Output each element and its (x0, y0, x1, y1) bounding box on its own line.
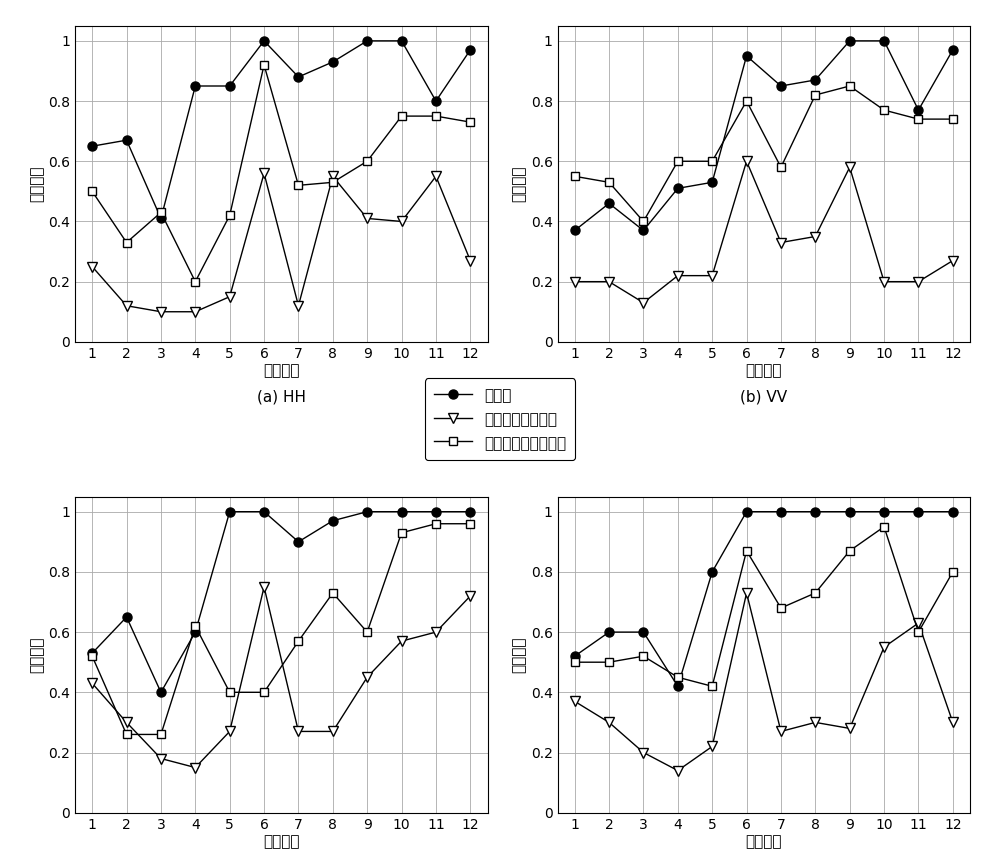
Text: (b) VV: (b) VV (740, 390, 787, 404)
X-axis label: 数据编号: 数据编号 (746, 834, 782, 850)
Y-axis label: 检测概率: 检测概率 (29, 636, 44, 673)
X-axis label: 数据编号: 数据编号 (263, 834, 300, 850)
Y-axis label: 检测概率: 检测概率 (511, 636, 526, 673)
X-axis label: 数据编号: 数据编号 (263, 364, 300, 378)
Text: (a) HH: (a) HH (257, 390, 306, 404)
Y-axis label: 检测概率: 检测概率 (29, 166, 44, 202)
Y-axis label: 检测概率: 检测概率 (511, 166, 526, 202)
X-axis label: 数据编号: 数据编号 (746, 364, 782, 378)
Legend: 本发明, 基于分形的检测器, 基于三特征的检测器: 本发明, 基于分形的检测器, 基于三特征的检测器 (425, 378, 575, 460)
